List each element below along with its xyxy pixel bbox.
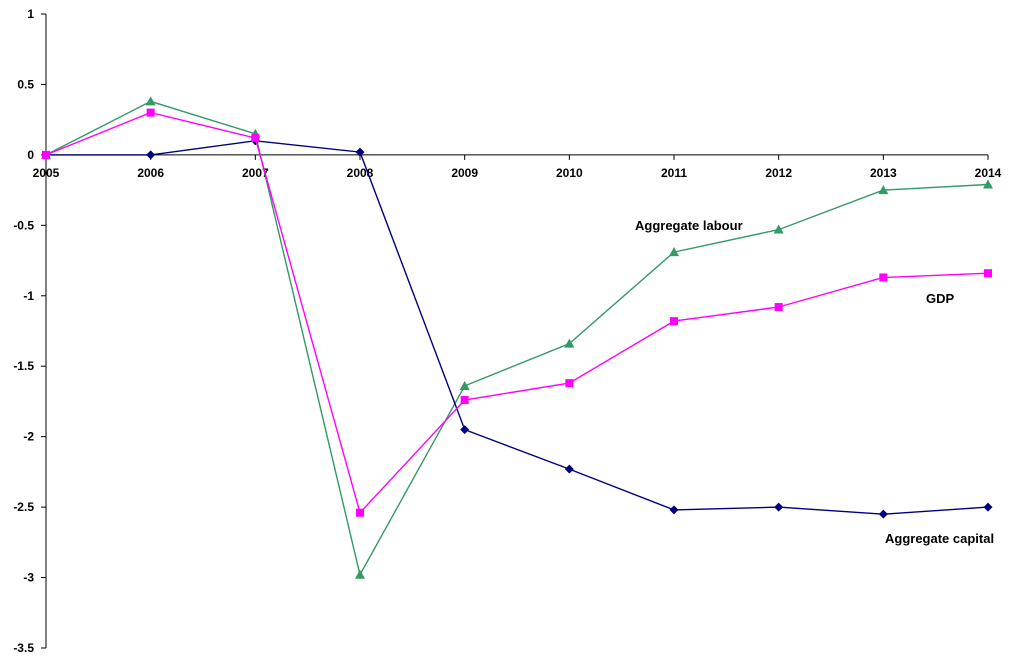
x-tick-label: 2014 [975, 166, 1002, 180]
data-point-capital [355, 147, 365, 157]
x-tick-label: 2010 [556, 166, 583, 180]
axes: 1 0.5 0 -0.5 -1 -1.5 -2 -2.5 -3 -3.5 2005 2006 2007 2… [13, 7, 1001, 655]
data-point-labour [878, 185, 889, 195]
data-point-gdp [879, 273, 888, 282]
data-point-labour [145, 96, 156, 106]
series-label-aggregate-labour: Aggregate labour [635, 218, 743, 233]
y-tick-label: -1.5 [13, 359, 34, 373]
y-tick-label: -2.5 [13, 500, 34, 514]
x-tick-label: 2012 [765, 166, 792, 180]
data-point-gdp [565, 379, 574, 388]
series-label-aggregate-capital: Aggregate capital [885, 531, 994, 546]
x-tick-label: 2013 [870, 166, 897, 180]
data-point-capital [146, 150, 156, 160]
y-tick-label: -3 [23, 571, 34, 585]
series-line-gdp [45, 111, 989, 515]
series-labour [41, 96, 993, 579]
data-point-gdp [146, 108, 155, 117]
data-point-labour [459, 380, 470, 390]
data-point-gdp [460, 396, 469, 405]
data-point-gdp [356, 508, 364, 517]
data-point-gdp [251, 133, 260, 142]
y-tick-label: -1 [23, 289, 34, 303]
x-tick-label: 2009 [451, 166, 478, 180]
x-tick-label: 2011 [661, 166, 687, 180]
data-point-labour [983, 179, 993, 189]
x-tick-label: 2006 [137, 166, 164, 180]
series-line-capital [46, 140, 989, 515]
series-capital [41, 136, 993, 519]
data-point-capital [460, 425, 470, 435]
series-labels: Aggregate labour GDP Aggregate capital [635, 218, 994, 546]
data-point-capital [983, 502, 993, 512]
y-tick-label: -0.5 [13, 218, 34, 232]
x-tick-label: 2007 [242, 166, 269, 180]
x-tick-label: 2005 [33, 166, 60, 180]
y-tick-label: 1 [27, 7, 34, 21]
data-point-labour [773, 224, 784, 234]
y-tick-label: -2 [23, 430, 34, 444]
data-point-labour [564, 338, 575, 348]
data-point-capital [774, 502, 784, 512]
data-point-gdp [774, 303, 783, 312]
series-line-labour [45, 100, 989, 577]
series-gdp [42, 108, 992, 517]
data-point-capital [669, 505, 679, 515]
y-tick-label: 0 [27, 148, 34, 162]
data-point-gdp [42, 150, 50, 159]
data-point-gdp [984, 269, 992, 278]
y-tick-label: 0.5 [17, 77, 34, 91]
data-point-labour [355, 569, 365, 579]
series-label-gdp: GDP [926, 291, 955, 306]
data-point-labour [669, 247, 679, 257]
data-point-capital [878, 509, 888, 519]
series-layer [41, 96, 993, 579]
y-tick-label: -3.5 [13, 641, 34, 655]
data-point-gdp [670, 317, 678, 326]
data-point-capital [564, 464, 574, 474]
